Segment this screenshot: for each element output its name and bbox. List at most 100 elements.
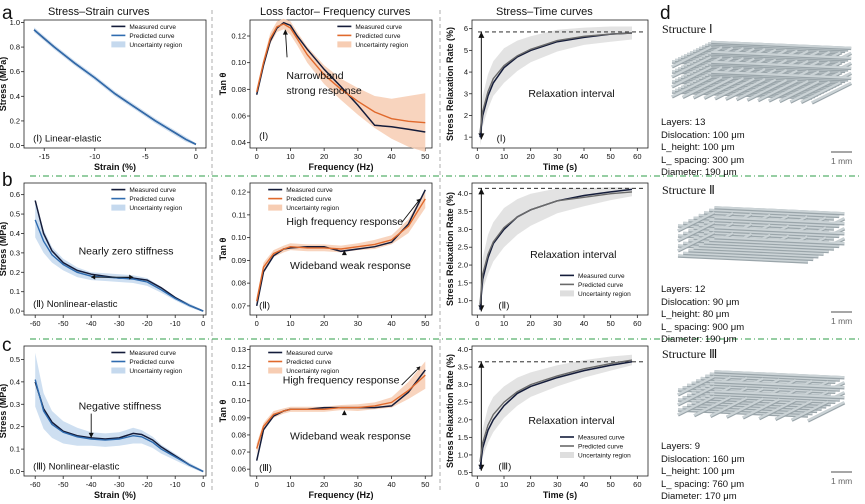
predicted-curve-line: [33, 29, 197, 145]
lattice-rod: [671, 65, 712, 88]
lattice-rod: [714, 77, 755, 100]
y-tick-label: 0.06: [231, 112, 246, 121]
y-tick-label: 0.5: [458, 468, 468, 477]
lattice-rod: [710, 396, 748, 417]
structure-1-params: Layers: 13 Dislocation: 100 μm L_height:…: [661, 117, 745, 180]
lattice-rod: [705, 384, 836, 393]
annotation-text: Narrowband: [286, 70, 343, 82]
y-tick-label: 0.6: [10, 190, 20, 199]
legend-swatch: [111, 367, 126, 374]
annotation-arrow: [284, 30, 288, 58]
y-axis-label: Tan θ: [218, 73, 228, 96]
legend-label: Measured curve: [286, 350, 333, 357]
structure-2-layers: Layers: 12: [661, 284, 706, 295]
legend-label: Measured curve: [578, 435, 625, 442]
predicted-curve-line: [256, 23, 426, 124]
lattice-rod: [693, 395, 732, 417]
y-tick-label: 1.5: [458, 278, 468, 287]
y-tick-label: 3.0: [458, 380, 468, 389]
predicted-curve-line: [256, 198, 426, 302]
measured-curve-line: [479, 361, 633, 470]
lattice-rod: [736, 78, 777, 101]
x-tick-label: -10: [170, 480, 181, 489]
lattice-rod: [714, 216, 845, 225]
uncertainty-band: [34, 27, 196, 146]
lattice-rod: [671, 75, 712, 98]
y-tick-label: 0.06: [231, 465, 246, 474]
y-axis-label: Stress (MPa): [0, 384, 8, 439]
y-tick-label: 0.08: [231, 430, 246, 439]
uncertainty-band: [480, 354, 632, 473]
legend-swatch: [111, 41, 126, 48]
legend-label: Predicted curve: [129, 196, 175, 203]
x-tick-label: 0: [201, 319, 205, 328]
x-axis-label: Time (s): [543, 162, 577, 172]
arrow-head-top: [478, 188, 485, 195]
y-tick-label: 4.0: [458, 189, 468, 198]
annotation-text: High frequency response: [286, 216, 403, 228]
chart-c3: 0 10 20 30 40 50 60 0.5 1.0 1.5 2.0 2.5 3.0 3.5 4.0 Tim…: [445, 345, 649, 500]
legend-label: Measured curve: [286, 187, 333, 194]
panel-tag: (Ⅲ): [259, 463, 272, 474]
x-tick-label: 10: [500, 319, 508, 328]
legend-label: Uncertainty region: [286, 368, 339, 375]
x-tick-label: -5: [142, 152, 149, 161]
lattice-structure-3: [677, 370, 846, 423]
legend-label: Uncertainty region: [286, 205, 339, 212]
lattice-rod: [677, 211, 715, 232]
y-tick-label: 0.11: [232, 379, 246, 388]
measured-curve-line: [479, 32, 633, 138]
x-axis-label: Frequency (Hz): [308, 162, 373, 172]
x-tick-label: 40: [387, 152, 395, 161]
x-tick-label: 0: [255, 319, 259, 328]
lattice-rod: [711, 40, 852, 49]
y-tick-label: 0.08: [231, 279, 246, 288]
x-tick-label: -20: [142, 480, 153, 489]
y-axis-label: Tan θ: [218, 238, 228, 261]
uncertainty-band: [35, 352, 204, 473]
x-tick-label: -15: [39, 152, 50, 161]
x-tick-label: -50: [58, 319, 69, 328]
x-tick-label: 0: [475, 319, 479, 328]
lattice-structure-1: [671, 40, 852, 105]
y-tick-label: 1.0: [10, 18, 20, 27]
y-tick-label: 2.5: [458, 243, 468, 252]
legend-swatch: [268, 204, 283, 211]
structure-1-l-height: L_height: 100 μm: [661, 142, 735, 154]
y-tick-label: 0.0: [10, 467, 20, 476]
y-tick-label: 0.2: [10, 422, 20, 431]
x-tick-label: -10: [170, 319, 181, 328]
lattice-rod: [705, 374, 836, 383]
x-tick-label: -20: [142, 319, 153, 328]
x-tick-label: -10: [89, 152, 100, 161]
x-tick-label: 50: [421, 480, 429, 489]
legend-label: Predicted curve: [286, 359, 332, 366]
x-tick-label: 0: [201, 480, 205, 489]
chart-c1: -60 -50 -40 -30 -20 -10 0 0.0 0.1 0.2 0.3 0.4 0.5 Str…: [0, 345, 207, 500]
y-tick-label: 0.3: [10, 400, 20, 409]
legend-label: Predicted curve: [578, 282, 624, 289]
chart-a3: 0 10 20 30 40 50 60 1 2 3 4 5 6 Time (s) Stress Relaxa…: [445, 19, 649, 172]
legend-label: Predicted curve: [578, 444, 624, 451]
structure-2-dislocation: Dislocation: 90 μm: [661, 296, 740, 308]
x-tick-label: 60: [633, 480, 641, 489]
legend-label: Predicted curve: [355, 33, 401, 40]
lattice-rod: [714, 206, 845, 215]
lattice-rod: [807, 401, 845, 422]
y-tick-label: 0.12: [231, 32, 246, 41]
structure-3-layers: Layers: 9: [661, 441, 701, 452]
column-title-loss-factor: Loss factor– Frequency curves: [260, 6, 411, 18]
y-tick-label: 0.4: [10, 229, 20, 238]
lattice-rod: [791, 400, 829, 421]
lattice-rod: [768, 79, 809, 102]
y-tick-label: 1.5: [458, 433, 468, 442]
y-tick-label: 0.09: [231, 256, 246, 265]
x-axis-label: Strain (%): [94, 162, 136, 172]
chart-b2: 0 10 20 30 40 50 0.07 0.08 0.09 0.10 0.11 0.12 Tan θ…: [218, 182, 433, 328]
predicted-curve-line: [34, 379, 204, 473]
column-title-stress-strain: Stress–Strain curves: [48, 6, 150, 18]
x-tick-label: 40: [580, 319, 588, 328]
y-tick-label: 2: [464, 111, 468, 120]
lattice-rod: [800, 81, 841, 103]
y-tick-label: 0.07: [231, 301, 246, 310]
